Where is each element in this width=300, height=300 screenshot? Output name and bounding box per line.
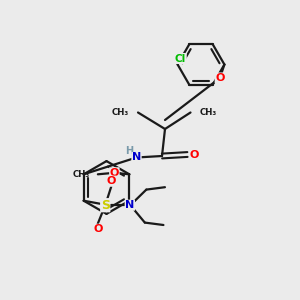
Text: O: O [93,224,102,234]
Text: O: O [215,73,225,83]
Text: O: O [189,149,199,160]
Text: N: N [132,152,141,163]
Text: Cl: Cl [175,53,186,64]
Text: N: N [125,200,134,210]
Text: H: H [125,146,133,156]
Text: CH₃: CH₃ [72,170,89,179]
Text: CH₃: CH₃ [112,108,129,117]
Text: S: S [101,199,110,212]
Text: O: O [106,176,116,186]
Text: CH₃: CH₃ [200,108,217,117]
Text: O: O [110,168,119,178]
